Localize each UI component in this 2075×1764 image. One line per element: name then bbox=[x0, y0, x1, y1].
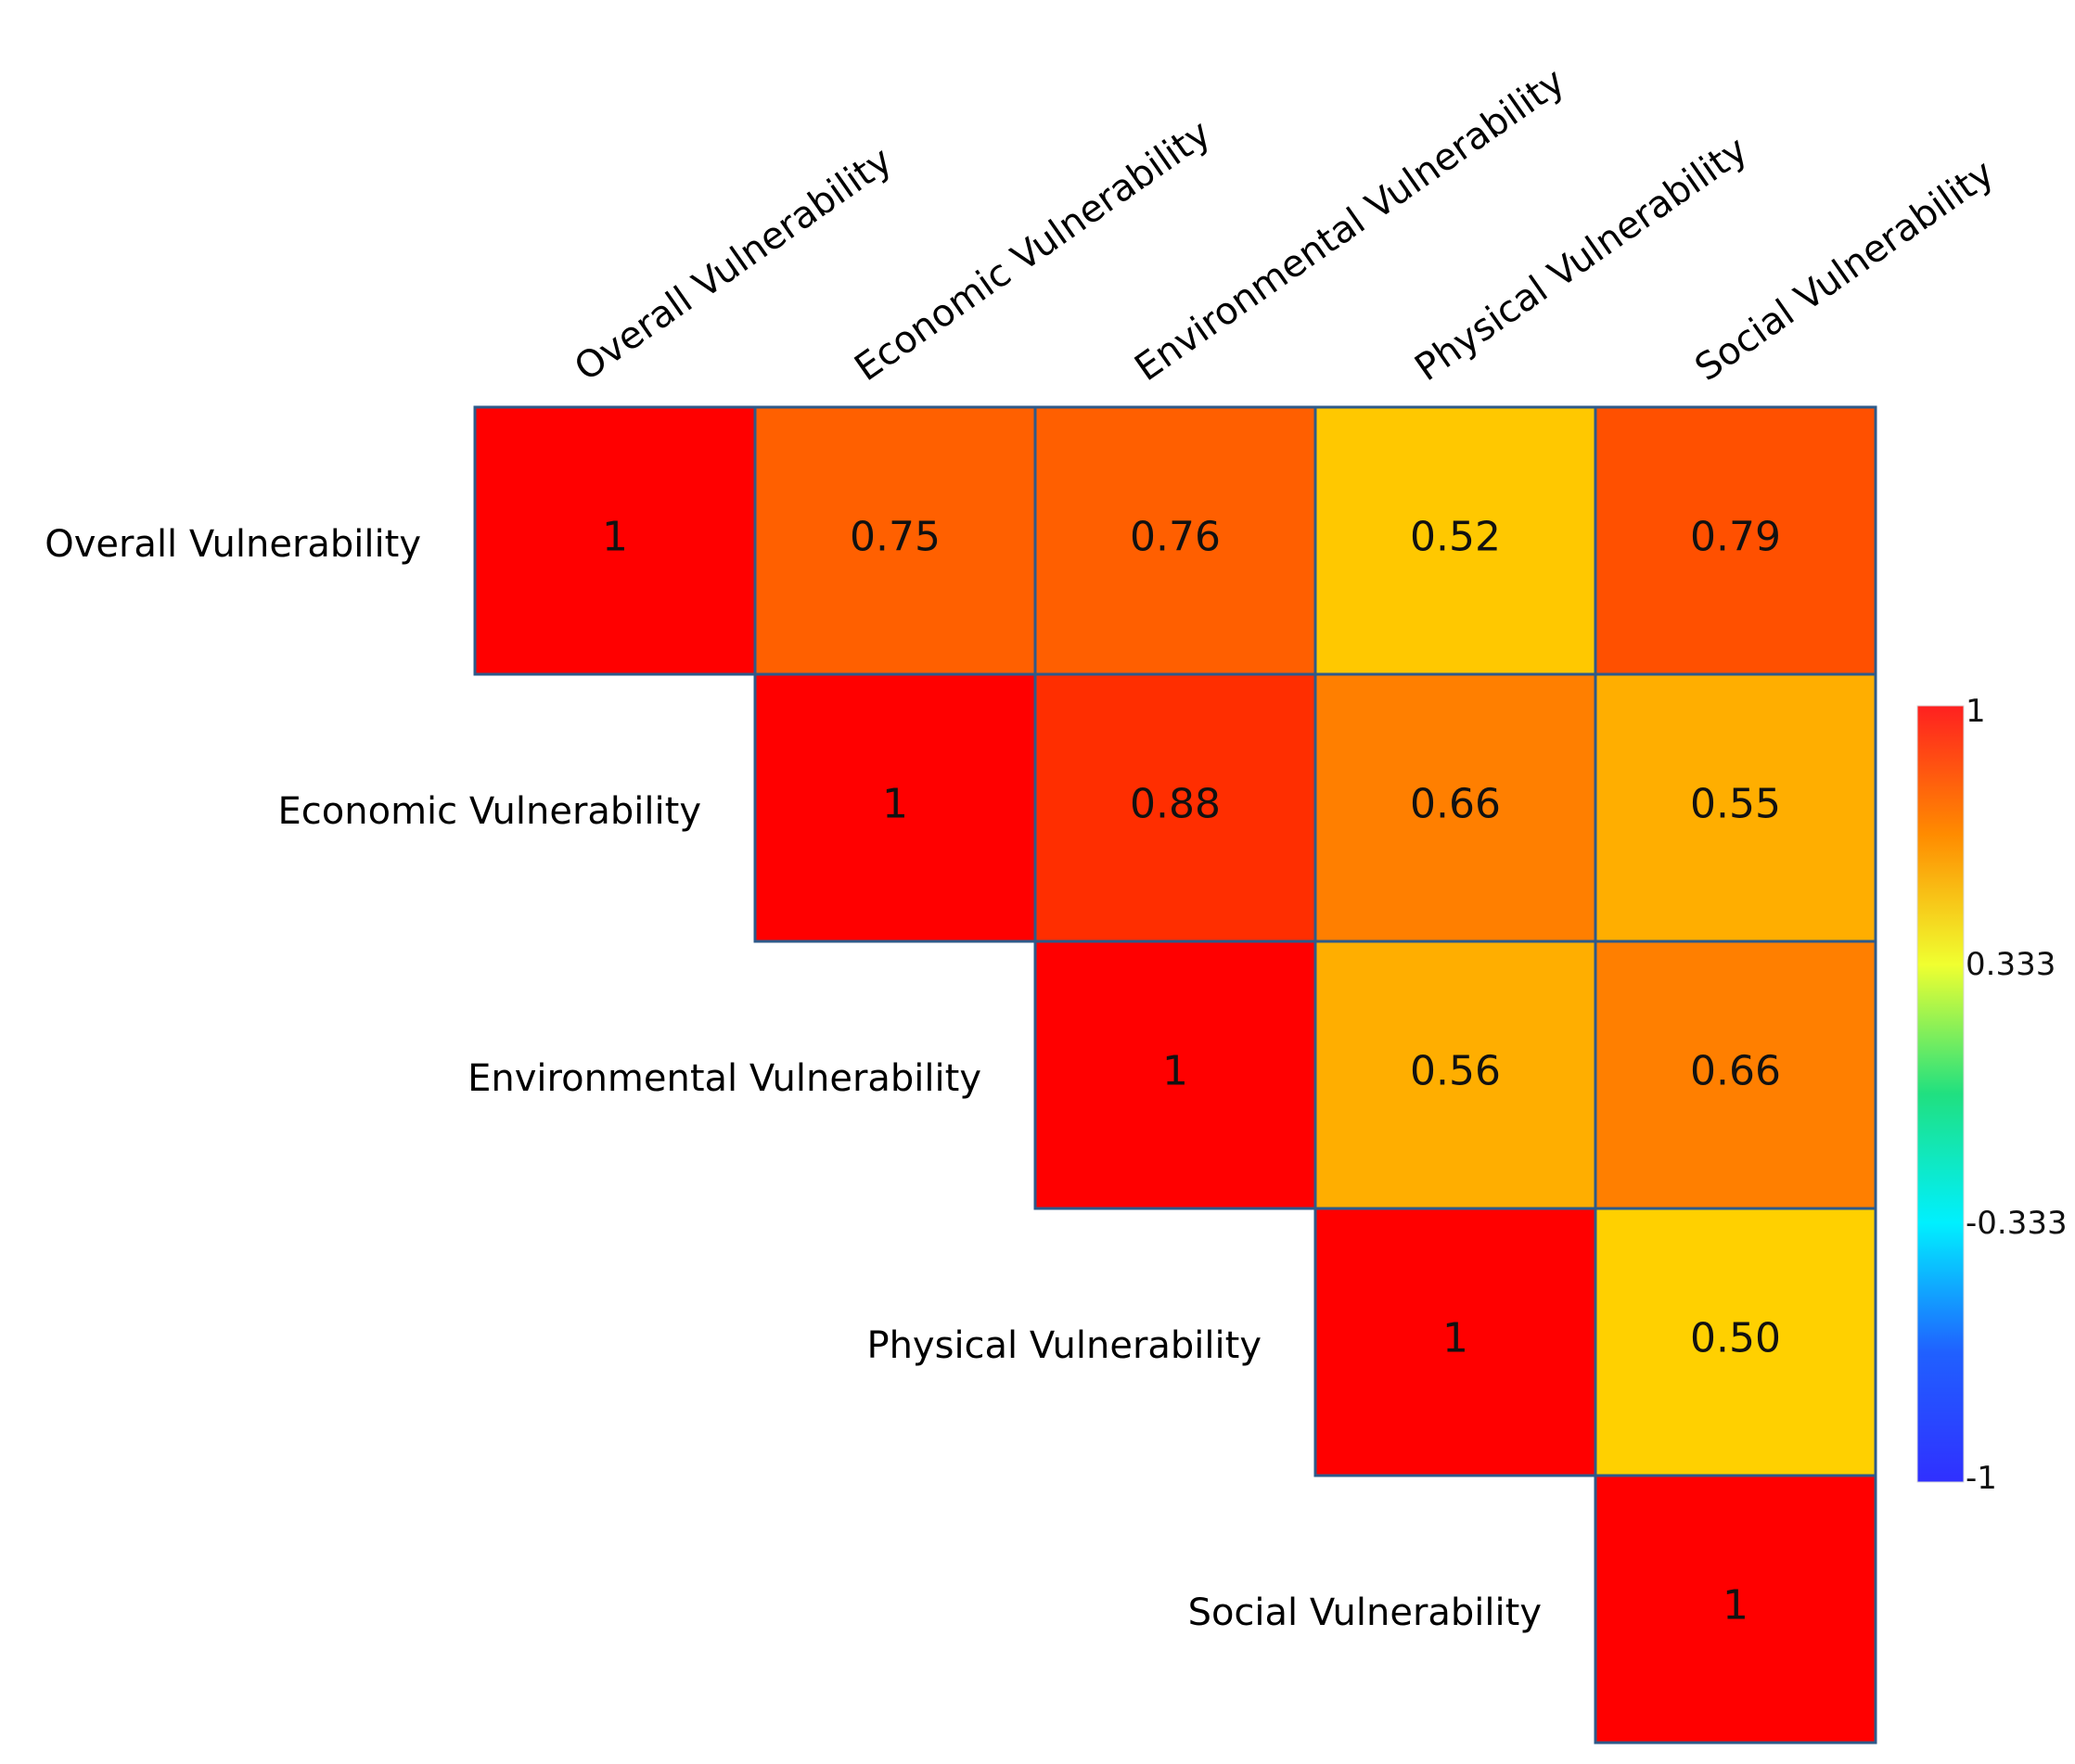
heatmap-cell-value: 1 bbox=[1723, 1582, 1748, 1630]
heatmap-cell-rect bbox=[1594, 1474, 1877, 1745]
heatmap-cell-0-0: 1 bbox=[473, 405, 757, 676]
heatmap-cell-rect bbox=[1313, 405, 1597, 676]
colorbar-tick-label: -1 bbox=[1966, 1460, 1997, 1497]
colorbar-tick-label: 1 bbox=[1966, 693, 1986, 730]
heatmap-cell-value: 0.55 bbox=[1690, 781, 1781, 828]
heatmap-cell-value: 0.79 bbox=[1690, 514, 1781, 561]
heatmap-cell-0-2: 0.76 bbox=[1033, 405, 1317, 676]
heatmap-cell-value: 1 bbox=[1442, 1315, 1468, 1362]
heatmap-cell-rect bbox=[1594, 940, 1877, 1210]
heatmap-cell-1-2: 0.88 bbox=[1033, 672, 1317, 943]
heatmap-cell-1-4: 0.55 bbox=[1594, 672, 1877, 943]
heatmap-cell-value: 0.66 bbox=[1690, 1048, 1781, 1095]
heatmap-cell-1-1: 1 bbox=[753, 672, 1037, 943]
colorbar: 1 0.333 -0.333 -1 bbox=[1916, 693, 2068, 1497]
heatmap-cell-rect bbox=[753, 672, 1037, 943]
col-label-environmental-vulnerability: Environmental Vulnerability bbox=[1127, 60, 1572, 390]
heatmap-cell-rect bbox=[1594, 405, 1877, 676]
heatmap-cell-value: 1 bbox=[602, 514, 628, 561]
heatmap-cell-rect bbox=[1033, 940, 1317, 1210]
row-label-physical-vulnerability: Physical Vulnerability bbox=[866, 1324, 1262, 1367]
heatmap-cell-rect bbox=[753, 405, 1037, 676]
col-label-social-vulnerability: Social Vulnerability bbox=[1687, 152, 2002, 390]
heatmap-cell-rect bbox=[1033, 405, 1317, 676]
heatmap-cell-rect bbox=[1313, 672, 1597, 943]
heatmap-cell-rect bbox=[1313, 1207, 1597, 1477]
colorbar-tick-label: 0.333 bbox=[1966, 946, 2056, 983]
heatmap-cell-value: 0.66 bbox=[1410, 781, 1501, 828]
heatmap-cell-3-4: 0.50 bbox=[1594, 1207, 1877, 1477]
heatmap-cell-2-2: 1 bbox=[1033, 940, 1317, 1210]
row-label-overall-vulnerability: Overall Vulnerability bbox=[45, 523, 421, 566]
heatmap-cell-1-3: 0.66 bbox=[1313, 672, 1597, 943]
colorbar-gradient bbox=[1916, 705, 1965, 1483]
heatmap-cell-2-4: 0.66 bbox=[1594, 940, 1877, 1210]
heatmap-cell-rect bbox=[473, 405, 757, 676]
heatmap-cell-0-3: 0.52 bbox=[1313, 405, 1597, 676]
heatmap-cell-value: 0.75 bbox=[850, 514, 941, 561]
row-label-economic-vulnerability: Economic Vulnerability bbox=[278, 790, 701, 833]
heatmap-cell-value: 0.88 bbox=[1130, 781, 1221, 828]
heatmap-cell-3-3: 1 bbox=[1313, 1207, 1597, 1477]
heatmap-cell-rect bbox=[1594, 1207, 1877, 1477]
heatmap-cell-value: 0.56 bbox=[1410, 1048, 1501, 1095]
heatmap-cell-value: 1 bbox=[1162, 1048, 1188, 1095]
heatmap-cell-0-1: 0.75 bbox=[753, 405, 1037, 676]
heatmap-cell-value: 0.76 bbox=[1130, 514, 1221, 561]
heatmap-cell-4-4: 1 bbox=[1594, 1474, 1877, 1745]
heatmap-cell-value: 0.52 bbox=[1410, 514, 1501, 561]
row-label-social-vulnerability: Social Vulnerability bbox=[1188, 1591, 1542, 1634]
heatmap-cell-0-4: 0.79 bbox=[1594, 405, 1877, 676]
row-label-environmental-vulnerability: Environmental Vulnerability bbox=[468, 1057, 981, 1100]
heatmap-cell-2-3: 0.56 bbox=[1313, 940, 1597, 1210]
heatmap-cell-value: 1 bbox=[882, 781, 908, 828]
colorbar-tick-label: -0.333 bbox=[1966, 1205, 2068, 1242]
heatmap-cell-value: 0.50 bbox=[1690, 1315, 1781, 1362]
